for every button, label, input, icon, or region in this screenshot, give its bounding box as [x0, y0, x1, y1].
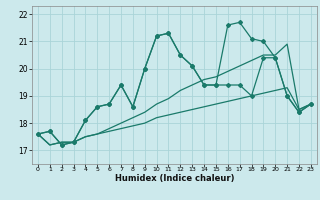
- X-axis label: Humidex (Indice chaleur): Humidex (Indice chaleur): [115, 174, 234, 183]
